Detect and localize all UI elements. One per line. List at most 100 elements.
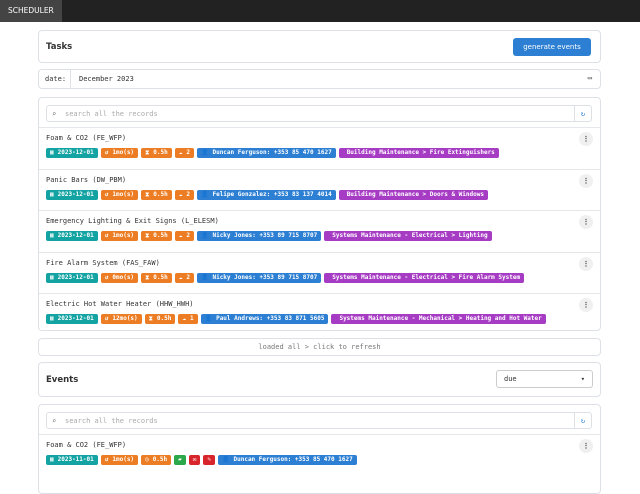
date-badge: ▦ 2023-12-01 (46, 231, 98, 241)
staff-badge: ☁ 1 (178, 314, 198, 324)
events-filter[interactable]: due ▾ (496, 370, 593, 388)
row-title: Fire Alarm System (FAS_FAW) (46, 258, 160, 267)
duration-badge-text: 0.5h (153, 273, 168, 281)
staff-badge: ☁ 2 (174, 189, 194, 200)
row-title: Foam & CO2 (FE_WFP) (46, 134, 127, 142)
duration-badge: ⧗ 0.5h (141, 189, 172, 200)
duration-badge-text: 0.5h (152, 456, 168, 463)
badges: ▦ 2023-12-01 ↺ 12mo(s) ⧗ 0.5h ☁ 1 👤 Paul Andrews:… (46, 314, 549, 324)
mail-badge: ✉ (188, 455, 201, 465)
duration-badge-text: 0.5h (153, 232, 168, 239)
generate-button[interactable]: generate events (513, 38, 591, 56)
interval-badge: ↺ 1mo(s) (100, 189, 139, 200)
task-row[interactable]: Fire Alarm System (FAS_FAW) ⋮ ▦ 2023-12-01 ↺… (39, 251, 600, 294)
row-menu[interactable]: ⋮ (579, 132, 593, 146)
date-badge-text: 2023-12-01 (57, 315, 94, 322)
staff-badge-text: 2 (186, 232, 190, 239)
date-badge-text: 2023-11-01 (57, 456, 94, 463)
interval-badge-text: 0mo(s) (112, 273, 135, 281)
duration-badge: ⧗ 0.5h (141, 272, 172, 283)
contact-badge: 👤 Nicky Jones: +353 89 715 8707 (196, 231, 322, 241)
contact-badge-text: Duncan Ferguson: +353 85 470 1627 (233, 456, 353, 463)
contact-badge: 👤 Nicky Jones: +353 89 715 8707 (196, 272, 322, 283)
tasks-search[interactable]: ⌕ search all the records ↻ (46, 105, 592, 122)
interval-badge: ↺ 0mo(s) (100, 272, 139, 283)
duration-badge-text: 0.5h (153, 149, 168, 156)
contact-badge: 👤 Duncan Ferguson: +353 85 470 1627 (196, 148, 336, 158)
contact-badge: 👤 Felipe Gonzalez: +353 83 137 4014 (196, 189, 336, 200)
category-badge-text: Building Maintenance > Fire Extinguisher… (346, 149, 495, 156)
contact-badge-text: Felipe Gonzalez: +353 83 137 4014 (212, 190, 332, 198)
date-badge-text: 2023-12-01 (57, 149, 94, 156)
staff-badge-text: 2 (186, 190, 190, 198)
interval-badge: ↺ 1mo(s) (100, 148, 139, 158)
date-badge-text: 2023-12-01 (57, 273, 94, 281)
badges: ▦ 2023-11-01 ↺ 1mo(s) ◷ 0.5h ▰ ✉ ✎ 👤 Duncan Fergus… (46, 455, 360, 465)
duration-badge-text: 0.5h (156, 315, 172, 322)
date-badge: ▦ 2023-12-01 (46, 148, 98, 158)
tasks-list: ⌕ search all the records ↻ Foam & CO2 (FE_… (38, 97, 601, 331)
category-badge-text: Building Maintenance > Doors & Windows (346, 190, 484, 198)
task-row[interactable]: Electric Hot Water Heater (HHW_HWH) ⋮ ▦ 202… (39, 293, 600, 335)
staff-badge: ☁ 2 (174, 148, 194, 158)
row-title: Electric Hot Water Heater (HHW_HWH) (46, 300, 194, 308)
date-badge-text: 2023-12-01 (57, 232, 94, 239)
event-row[interactable]: Foam & CO2 (FE_WFP) ⋮ ▦ 2023-11-01 ↺ 1mo(s) ◷ 0… (39, 434, 600, 476)
row-title: Emergency Lighting & Exit Signs (L_ELESM… (46, 217, 219, 225)
edit-badge: ✎ (203, 455, 216, 465)
duration-badge: ◷ 0.5h (141, 455, 172, 465)
row-menu[interactable]: ⋮ (579, 256, 593, 271)
interval-badge-text: 1mo(s) (112, 232, 135, 239)
date-badge: ▦ 2023-12-01 (46, 314, 98, 324)
navbar: SCHEDULER (0, 0, 640, 22)
calendar-icon[interactable]: ▭ (587, 74, 592, 82)
category-badge-text: Systems Maintenance - Mechanical > Heati… (339, 315, 542, 322)
contact-badge-text: Duncan Ferguson: +353 85 470 1627 (212, 149, 332, 156)
contact-badge: 👤 Duncan Ferguson: +353 85 470 1627 (218, 455, 357, 465)
brand[interactable]: SCHEDULER (0, 0, 62, 22)
row-menu[interactable]: ⋮ (579, 298, 593, 312)
category-badge-text: Systems Maintenance - Electrical > Fire … (332, 273, 521, 281)
staff-badge-text: 2 (186, 273, 190, 281)
task-row[interactable]: Foam & CO2 (FE_WFP) ⋮ ▦ 2023-12-01 ↺ 1mo(s) ⧗ 0… (39, 127, 600, 169)
date-input[interactable]: December 2023 (79, 75, 134, 83)
category-badge: Systems Maintenance - Mechanical > Heati… (331, 314, 546, 324)
events-search[interactable]: ⌕ search all the records ↻ (46, 412, 592, 429)
badges: ▦ 2023-12-01 ↺ 0mo(s) ⧗ 0.5h ☁ 2 👤 Nicky Jones: +… (46, 272, 527, 283)
contact-badge-text: Paul Andrews: +353 83 871 5605 (216, 315, 325, 322)
tasks-title: Tasks (46, 42, 73, 52)
date-label: date: (45, 75, 67, 83)
staff-badge-text: 2 (186, 149, 190, 156)
staff-badge: ☁ 2 (174, 272, 194, 283)
interval-badge: ↺ 12mo(s) (100, 314, 142, 324)
task-row[interactable]: Panic Bars (DW_PBM) ⋮ ▦ 2023-12-01 ↺ 1mo(s) ⧗ 0… (39, 168, 600, 211)
refresh-footer[interactable]: loaded all > click to refresh (38, 338, 601, 356)
events-list: ⌕ search all the records ↻ Foam & CO2 (FE_… (38, 404, 601, 494)
tasks-header: Tasks generate events (38, 30, 601, 63)
task-row[interactable]: Emergency Lighting & Exit Signs (L_ELESM… (39, 210, 600, 252)
staff-badge: ☁ 2 (174, 231, 194, 241)
badges: ▦ 2023-12-01 ↺ 1mo(s) ⧗ 0.5h ☁ 2 👤 Felipe Gonzale… (46, 189, 491, 200)
date-badge: ▦ 2023-12-01 (46, 189, 98, 200)
duration-badge: ⧗ 0.5h (144, 314, 176, 324)
search-placeholder: search all the records (65, 417, 158, 425)
badges: ▦ 2023-12-01 ↺ 1mo(s) ⧗ 0.5h ☁ 2 👤 Nicky Jones: +… (46, 231, 495, 241)
badges: ▦ 2023-12-01 ↺ 1mo(s) ⧗ 0.5h ☁ 2 👤 Duncan Ferguso… (46, 148, 502, 158)
row-menu[interactable]: ⋮ (579, 439, 593, 453)
footer-text: loaded all > click to refresh (258, 343, 381, 351)
filter-value: due (504, 375, 517, 383)
category-badge-text: Systems Maintenance - Electrical > Light… (332, 232, 488, 239)
interval-badge: ↺ 1mo(s) (100, 455, 139, 465)
row-menu[interactable]: ⋮ (579, 173, 593, 188)
interval-badge-text: 1mo(s) (112, 190, 135, 198)
row-title: Panic Bars (DW_PBM) (46, 175, 127, 184)
duration-badge: ⧗ 0.5h (141, 148, 172, 158)
contact-badge: 👤 Paul Andrews: +353 83 871 5605 (200, 314, 329, 324)
row-menu[interactable]: ⋮ (579, 215, 593, 229)
comment-badge: ▰ (174, 455, 186, 465)
date-badge: ▦ 2023-11-01 (46, 455, 98, 465)
events-header: Events due ▾ (38, 362, 601, 397)
interval-badge-text: 1mo(s) (112, 149, 135, 156)
category-badge: Building Maintenance > Fire Extinguisher… (338, 148, 499, 158)
duration-badge-text: 0.5h (153, 190, 168, 198)
